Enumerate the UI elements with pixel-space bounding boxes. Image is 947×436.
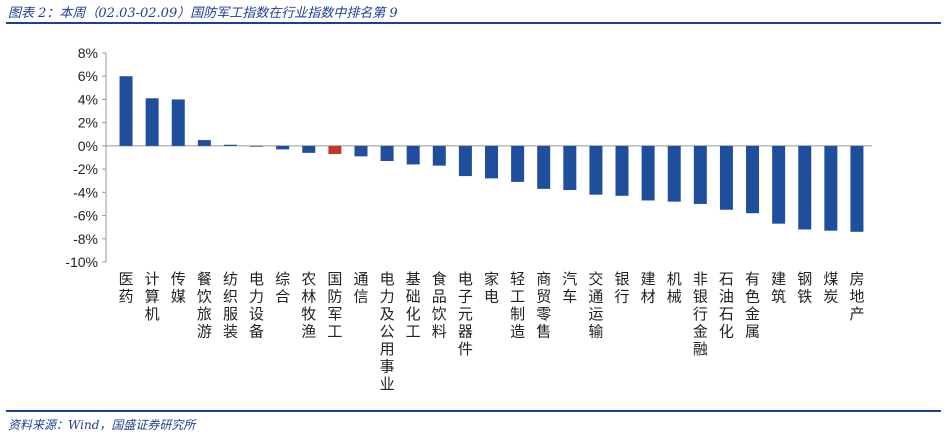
y-tick-label: 0% — [78, 138, 98, 154]
x-tick-label: 纺织服装 — [223, 270, 238, 341]
bar — [615, 145, 629, 196]
bar — [432, 145, 446, 166]
bar — [380, 145, 394, 161]
bar — [641, 145, 655, 201]
y-tick-label: -4% — [73, 184, 98, 200]
y-tick-label: -10% — [65, 254, 98, 270]
x-tick-label: 房地产 — [849, 270, 864, 323]
x-tick-label: 机械 — [667, 270, 682, 306]
x-tick-label: 交通运输 — [588, 270, 603, 341]
bar — [485, 145, 498, 179]
bar — [302, 145, 316, 153]
bar — [798, 145, 812, 230]
footer-rule — [6, 410, 941, 412]
x-tick-label: 有色金属 — [745, 270, 760, 341]
y-tick-label: -2% — [73, 161, 98, 177]
x-tick-label: 综合 — [275, 270, 290, 306]
x-tick-label: 国防军工 — [327, 270, 342, 341]
x-tick-label: 计算机 — [145, 270, 160, 323]
y-tick-label: 4% — [78, 91, 98, 107]
bars — [119, 76, 864, 232]
source-note: 资料来源：Wind，国盛证券研究所 — [8, 418, 196, 432]
x-tick-label: 农林牧渔 — [301, 270, 316, 341]
x-tick-label: 石油石化 — [719, 270, 734, 341]
x-tick-label: 建筑 — [771, 270, 786, 306]
bar — [537, 145, 551, 189]
x-axis-labels: 医药计算机传媒餐饮旅游纺织服装电力设备综合农林牧渔国防军工通信电力及公用事业基础… — [119, 270, 865, 393]
y-tick-label: -6% — [73, 208, 98, 224]
bar — [850, 145, 864, 232]
y-tick-label: 6% — [78, 68, 98, 84]
x-tick-label: 电子元器件 — [458, 270, 473, 358]
bar — [250, 145, 264, 147]
bar — [145, 98, 159, 146]
bar — [824, 145, 838, 231]
x-tick-label: 电力设备 — [249, 270, 264, 341]
x-tick-label: 煤炭 — [823, 270, 838, 306]
x-tick-label: 钢铁 — [797, 270, 812, 306]
bar — [563, 145, 577, 191]
bar — [223, 144, 237, 146]
bar — [667, 145, 681, 202]
x-tick-label: 餐饮旅游 — [197, 270, 212, 341]
bar — [511, 145, 525, 182]
chart-title: 图表 2：本周（02.03-02.09）国防军工指数在行业指数中排名第 9 — [8, 6, 398, 21]
title-rule — [6, 22, 941, 24]
bar — [328, 145, 342, 155]
x-tick-label: 建材 — [641, 270, 656, 306]
x-tick-label: 家电 — [484, 270, 499, 306]
y-tick-label: 2% — [78, 115, 98, 131]
x-tick-label: 基础化工 — [406, 270, 421, 341]
bar — [171, 99, 185, 146]
x-tick-label: 电力及公用事业 — [380, 270, 395, 393]
y-tick-label: 8% — [78, 45, 98, 61]
bar — [772, 145, 786, 224]
bar — [197, 140, 211, 146]
x-tick-label: 传媒 — [171, 270, 186, 306]
bar — [719, 145, 733, 210]
bar — [406, 145, 420, 165]
x-tick-label: 通信 — [353, 270, 368, 306]
y-axis: 8% 6% 4% 2% 0% -2% -4% -6% -8% -10% — [65, 45, 872, 270]
bar — [276, 145, 290, 150]
y-tick-label: -8% — [73, 231, 98, 247]
bar — [693, 145, 707, 204]
bar — [458, 145, 472, 177]
bar — [589, 145, 603, 195]
x-tick-label: 汽车 — [562, 270, 577, 306]
x-tick-label: 食品饮料 — [432, 270, 447, 341]
x-tick-label: 非银行金融 — [693, 270, 708, 358]
x-tick-label: 商贸零售 — [536, 270, 551, 341]
x-tick-label: 轻工制造 — [510, 270, 525, 341]
x-tick-label: 医药 — [119, 270, 134, 306]
bar — [354, 145, 368, 157]
bar — [746, 145, 760, 214]
bar — [119, 76, 133, 146]
x-tick-label: 银行 — [615, 270, 630, 306]
